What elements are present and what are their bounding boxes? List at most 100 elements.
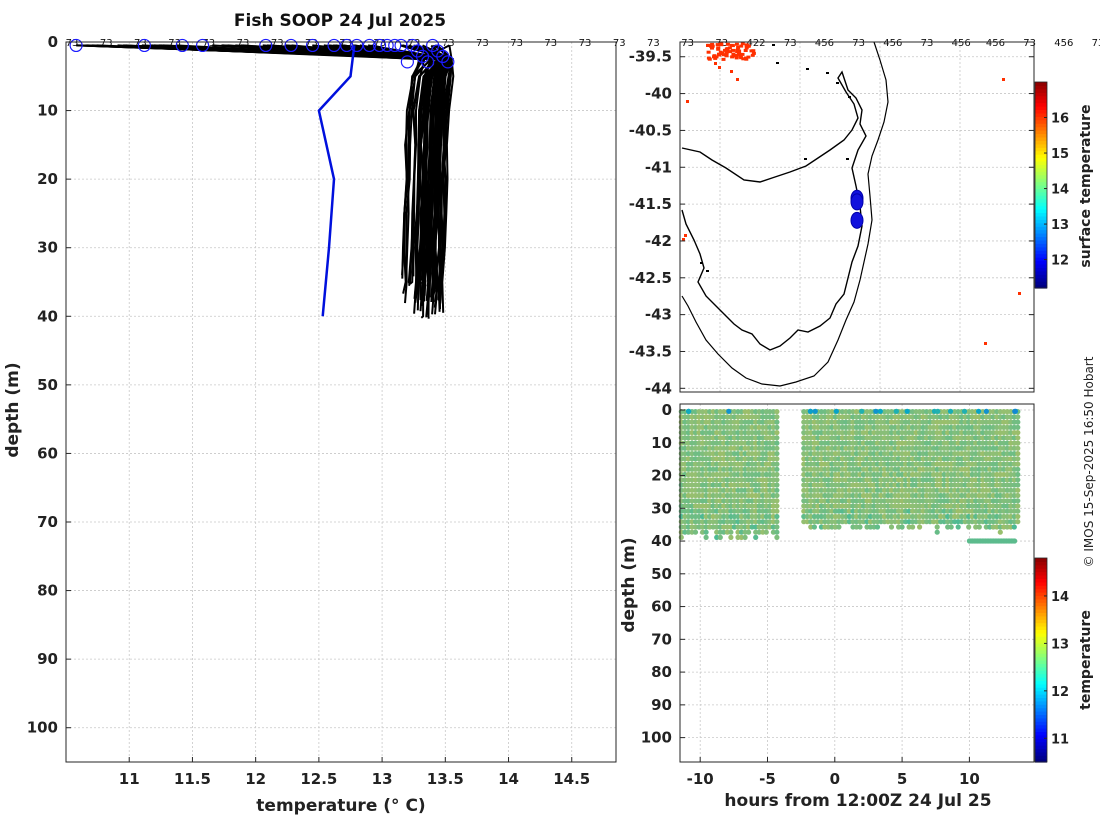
map-colorbar-segment [1035, 264, 1047, 268]
section-colorbar-segment [1035, 683, 1047, 688]
section-y-tick-label: 80 [651, 663, 672, 681]
section-dot [973, 482, 979, 488]
section-y-tick-label: 90 [651, 696, 672, 714]
section-colorbar-segment [1035, 748, 1047, 753]
section-dot [888, 445, 895, 451]
profile-top-label: 73 [134, 38, 147, 49]
map-land-speck [848, 96, 851, 98]
map-vessel-position [850, 193, 864, 211]
section-dot [703, 498, 709, 504]
section-dot [756, 461, 762, 467]
section-dot [1015, 445, 1021, 451]
section-dot [774, 414, 780, 420]
section-dot [931, 513, 937, 520]
map-sst-pixel [730, 70, 733, 73]
map-colorbar-segment [1035, 133, 1047, 138]
section-dot [973, 430, 979, 436]
section-dot [749, 440, 755, 446]
section-dot [721, 466, 727, 472]
section-dot [774, 477, 780, 483]
map-colorbar-segment [1035, 226, 1047, 231]
section-dot [731, 440, 738, 446]
map-colorbar-segment [1035, 212, 1047, 217]
section-dot [888, 524, 895, 530]
section-dot-surface [877, 408, 883, 414]
section-dot [749, 414, 755, 420]
section-y-ticks: 0 10 20 30 40 50 60 70 80 90 100 [641, 401, 685, 747]
section-dot [703, 430, 709, 436]
section-dot [738, 513, 745, 520]
section-colorbar-segment [1035, 717, 1047, 722]
section-dot [1015, 498, 1021, 504]
section-dot [888, 424, 895, 430]
section-dot-surface [976, 408, 982, 414]
map-sst-pixel [718, 66, 721, 69]
section-dot [703, 487, 709, 493]
section-dot [738, 477, 745, 483]
section-dot [738, 498, 745, 504]
section-dot [703, 424, 709, 430]
section-dot [714, 409, 720, 415]
map-sst-pixel [715, 43, 720, 47]
section-dot [685, 419, 692, 425]
section-dot [731, 524, 738, 530]
section-dot [899, 524, 905, 530]
section-dot [888, 487, 895, 493]
section-dot [685, 519, 692, 525]
section-dot [738, 409, 745, 415]
section-dot [931, 461, 937, 467]
section-dot [721, 513, 727, 520]
section-dot [756, 430, 762, 436]
section-colorbar-segment [1035, 558, 1047, 562]
map-sst-pixel [746, 55, 751, 59]
section-dot [808, 524, 814, 530]
section-dot [703, 482, 709, 488]
section-dot [714, 498, 720, 504]
map-lat-tick-label: -43 [645, 306, 672, 324]
section-dot [696, 409, 702, 415]
map-lat-tick-label: -41.5 [629, 195, 672, 213]
profile-y-tick-label: 60 [37, 444, 58, 462]
profile-y-tick-label: 20 [37, 170, 58, 188]
map-lat-tick-label: -42.5 [629, 269, 672, 287]
section-dot-surface [893, 408, 900, 414]
section-dot [753, 534, 759, 541]
section-dot [931, 456, 937, 462]
section-dot [888, 440, 895, 446]
section-dot [931, 498, 937, 504]
section-dot [808, 466, 814, 472]
map-sst-pixel [706, 56, 711, 60]
section-dot [931, 424, 937, 430]
section-dot [808, 498, 814, 504]
map-colorbar-segment [1035, 95, 1047, 100]
section-dot [738, 419, 745, 425]
section-colorbar-tick-label: 13 [1051, 637, 1069, 652]
profile-top-label: 73 [100, 38, 113, 49]
profile-surface-marker [421, 55, 435, 69]
section-dot [742, 534, 748, 541]
section-dot [703, 492, 709, 499]
section-dot [738, 466, 745, 472]
section-dot [774, 487, 780, 493]
section-dot [774, 503, 780, 509]
section-dot [738, 445, 745, 451]
profile-x-ticks: 11 11.5 12 12.5 13 13.5 14 14.5 [119, 757, 590, 788]
section-dot [738, 534, 745, 541]
map-sst-pixel [718, 50, 723, 54]
profile-top-label: 456 [986, 38, 1005, 49]
section-colorbar-segment [1035, 609, 1047, 613]
profile-top-label: 73 [305, 38, 318, 49]
section-dot [685, 466, 692, 472]
section-dot [685, 482, 692, 488]
section-dot [774, 424, 780, 430]
section-dot [808, 482, 814, 488]
section-dot [696, 456, 702, 462]
map-land-speck [806, 68, 809, 70]
section-dot [774, 513, 780, 520]
section-dot [1015, 414, 1021, 420]
map-colorbar-segment [1035, 260, 1047, 265]
section-dot [973, 414, 979, 420]
profile-line [176, 44, 437, 285]
section-colorbar-segment [1035, 561, 1047, 566]
section-colorbar-segment [1035, 704, 1047, 709]
